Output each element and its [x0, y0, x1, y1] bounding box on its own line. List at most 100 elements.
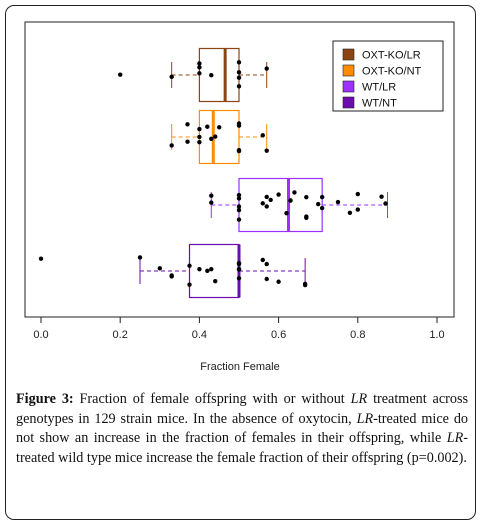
data-point [347, 210, 353, 215]
data-point [236, 196, 242, 201]
data-point [236, 70, 242, 75]
x-axis-title: Fraction Female [200, 361, 279, 373]
data-point [209, 72, 214, 78]
data-point [319, 205, 325, 211]
data-point [236, 276, 242, 281]
legend-label: WT/NT [362, 98, 397, 110]
data-point [187, 282, 192, 287]
box-group [169, 109, 269, 165]
data-point [260, 201, 265, 206]
data-point [236, 123, 242, 128]
data-point [236, 266, 242, 272]
data-point [292, 190, 297, 195]
data-point [169, 74, 174, 80]
x-tick-label: 0.0 [33, 329, 48, 341]
data-point [197, 65, 202, 70]
data-point [236, 60, 242, 65]
caption-text: Fraction of female offspring with or wit… [16, 391, 468, 466]
x-axis: 0.0 0.2 0.4 0.6 0.8 1.0 [33, 316, 445, 341]
data-point [157, 266, 162, 271]
box-groups [38, 47, 388, 299]
x-tick-label: 0.8 [350, 329, 365, 341]
data-point [236, 260, 242, 266]
data-point [209, 136, 214, 142]
data-point [118, 72, 123, 77]
data-point [355, 191, 360, 197]
box-iqr [198, 109, 240, 165]
data-point [236, 204, 242, 209]
data-point [197, 126, 202, 132]
data-point [209, 193, 214, 198]
data-point [169, 273, 174, 278]
legend-swatch [342, 80, 355, 93]
data-point [302, 281, 308, 287]
legend-label: WT/LR [362, 82, 396, 94]
box-iqr [238, 177, 323, 233]
data-point [197, 134, 202, 140]
data-point [213, 278, 218, 284]
data-point [264, 194, 269, 200]
data-point [185, 122, 190, 127]
caption-text-run: -treated wild type mice increase the fem… [16, 430, 468, 466]
data-point [335, 199, 341, 205]
data-point [209, 266, 214, 272]
caption-italic-term: LR [446, 430, 464, 447]
legend: OXT-KO/LR OXT-KO/NT WT/LR WT/NT [332, 40, 444, 112]
data-point [236, 192, 242, 198]
legend-swatch [342, 64, 355, 77]
data-point [205, 268, 210, 274]
box-group [118, 47, 269, 103]
data-point [304, 194, 309, 200]
data-point [197, 139, 202, 145]
data-point [264, 276, 269, 282]
data-point [288, 198, 293, 203]
caption-text-run: Fraction of female offspring with or wit… [73, 391, 351, 407]
data-point [236, 148, 242, 154]
data-point [169, 143, 174, 148]
legend-label: OXT-KO/NT [362, 66, 422, 78]
caption-text-run: treatment across genotypes in 129 strain… [16, 391, 468, 427]
figure-caption: Figure 3: Fraction of female offspring w… [16, 390, 468, 468]
data-point [236, 207, 242, 213]
data-point [137, 255, 143, 260]
data-point [197, 71, 202, 76]
data-point [276, 192, 281, 197]
x-tick-label: 0.2 [113, 329, 128, 341]
data-point [319, 194, 325, 200]
data-point [260, 133, 265, 138]
box-iqr [188, 243, 240, 299]
data-point [268, 197, 273, 203]
data-point [38, 256, 44, 261]
data-point [276, 279, 281, 284]
legend-label: OXT-KO/LR [362, 50, 421, 62]
data-point [264, 66, 269, 71]
boxplot-chart: 0.0 0.2 0.4 0.6 0.8 1.0 Fraction Female OXT-K… [24, 21, 455, 373]
caption-label: Figure 3: [16, 391, 74, 407]
data-point [383, 201, 388, 206]
caption-italic-term: LR [350, 391, 368, 407]
data-point [197, 266, 202, 272]
x-tick-label: 1.0 [429, 329, 444, 341]
box-group [209, 177, 388, 233]
data-point [316, 201, 321, 207]
legend-swatch [342, 48, 355, 61]
data-point [264, 204, 269, 209]
data-point [187, 263, 192, 268]
data-point [217, 125, 222, 130]
box-iqr [198, 47, 240, 103]
data-point [209, 200, 214, 205]
data-point [236, 84, 242, 89]
data-point [304, 214, 309, 219]
caption-text-run: -treated mice do not show an increase in… [16, 410, 469, 447]
data-point [236, 75, 242, 80]
data-point [185, 139, 190, 144]
data-point [205, 124, 210, 129]
caption-italic-term: LR [356, 410, 374, 427]
x-tick-label: 0.4 [192, 329, 207, 341]
data-point [213, 134, 218, 139]
data-point [355, 207, 360, 212]
data-point [284, 210, 289, 216]
data-point [379, 194, 384, 199]
data-point [264, 261, 269, 267]
legend-swatch [342, 96, 355, 109]
